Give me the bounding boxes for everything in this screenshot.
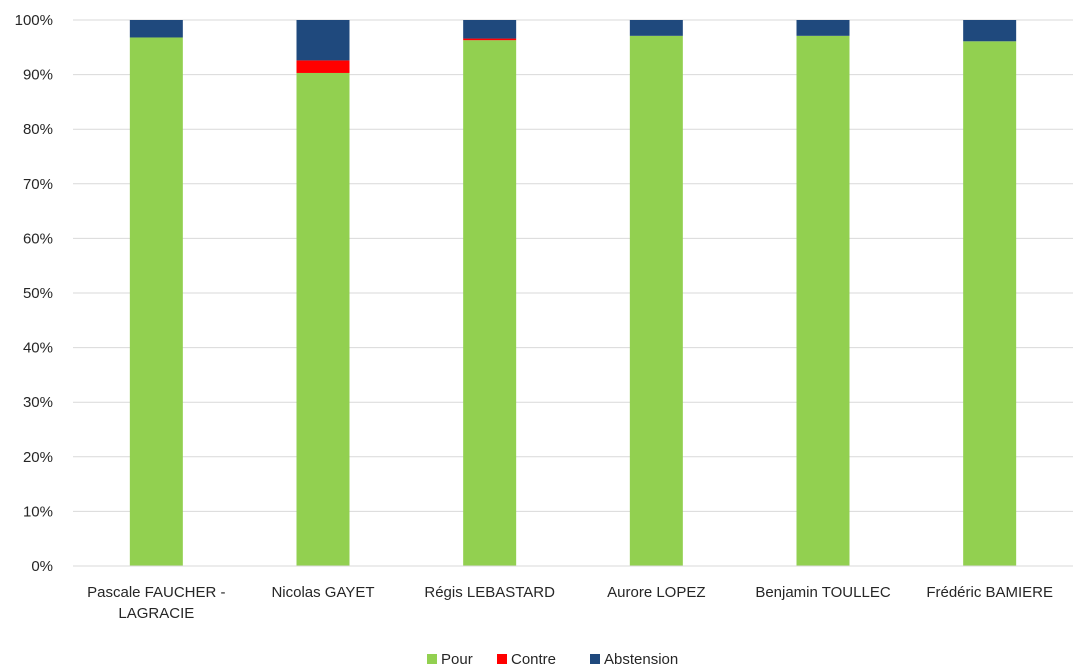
y-tick-label: 10% (23, 503, 53, 520)
y-tick-label: 30% (23, 394, 53, 411)
legend: Pour Contre Abstension (427, 651, 678, 667)
y-tick-label: 60% (23, 230, 53, 247)
y-tick-label: 20% (23, 449, 53, 466)
x-category-label: Aurore LOPEZ (607, 584, 705, 601)
x-category-label: LAGRACIE (118, 605, 194, 622)
bar-segment-pour (963, 41, 1017, 566)
y-tick-label: 50% (23, 285, 53, 302)
x-category-label: Nicolas GAYET (271, 584, 374, 601)
bar-segment-pour (629, 35, 683, 567)
bar-segment-abstension (296, 20, 350, 61)
legend-label-abstension: Abstension (604, 651, 678, 667)
x-category-label: Régis LEBASTARD (424, 584, 555, 601)
bar-segment-abstension (629, 20, 683, 36)
bar-segment-abstension (796, 20, 850, 36)
legend-label-contre: Contre (511, 651, 556, 667)
legend-swatch-abstension (590, 654, 600, 664)
x-category-label: Pascale FAUCHER - (87, 584, 225, 601)
legend-swatch-contre (497, 654, 507, 664)
bar-segment-abstension (129, 20, 183, 38)
y-tick-label: 80% (23, 121, 53, 138)
bar-segment-pour (129, 37, 183, 567)
bar-segment-pour (463, 40, 517, 566)
bars (129, 20, 1017, 567)
y-tick-label: 100% (15, 12, 53, 29)
y-tick-label: 0% (31, 558, 53, 575)
y-tick-label: 40% (23, 340, 53, 357)
x-category-label: Benjamin TOULLEC (755, 584, 891, 601)
y-tick-label: 90% (23, 67, 53, 84)
gridlines (73, 19, 1073, 512)
legend-label-pour: Pour (441, 651, 473, 667)
bar-segment-pour (296, 72, 350, 566)
legend-swatch-pour (427, 654, 437, 664)
y-tick-label: 70% (23, 176, 53, 193)
x-axis-labels: Pascale FAUCHER - LAGRACIE Nicolas GAYET Ré… (87, 584, 1053, 622)
bar-segment-abstension (463, 20, 517, 39)
x-category-label: Frédéric BAMIERE (926, 584, 1053, 601)
bar-segment-pour (796, 35, 850, 567)
y-axis-ticks: 0% 10% 20% 30% 40% 50% 60% 70% 80% 90% 100% (15, 12, 53, 575)
bar-segment-contre (296, 60, 350, 73)
bar-segment-contre (463, 38, 517, 41)
bar-segment-abstension (963, 20, 1017, 42)
